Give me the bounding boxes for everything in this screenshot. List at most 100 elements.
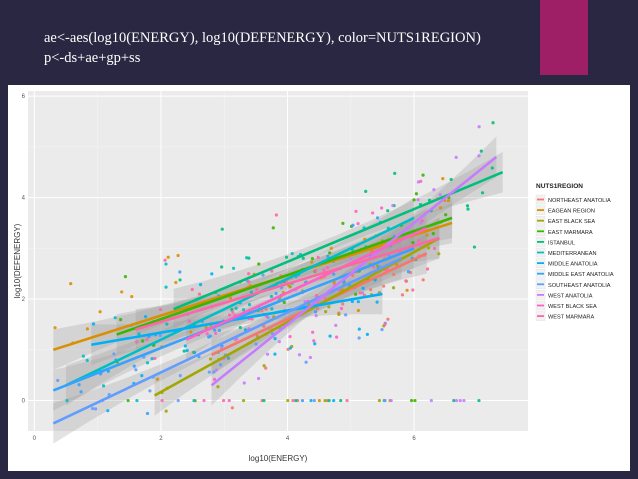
data-point bbox=[165, 322, 169, 326]
data-point bbox=[249, 290, 253, 294]
data-point bbox=[288, 285, 292, 289]
data-point bbox=[339, 306, 344, 311]
data-point bbox=[155, 377, 160, 381]
data-point bbox=[412, 198, 416, 202]
data-point bbox=[480, 191, 485, 195]
data-point bbox=[264, 307, 268, 311]
data-point bbox=[158, 307, 163, 312]
data-point bbox=[227, 398, 231, 403]
code-block: ae<-aes(log10(ENERGY), log10(DEFENERGY),… bbox=[44, 28, 534, 68]
data-point bbox=[377, 398, 382, 403]
data-point bbox=[238, 325, 242, 330]
data-point bbox=[198, 283, 203, 287]
data-point bbox=[140, 374, 144, 378]
data-point bbox=[345, 398, 349, 403]
data-point bbox=[372, 265, 376, 269]
data-point bbox=[314, 314, 318, 318]
data-point bbox=[158, 333, 162, 338]
data-point bbox=[85, 358, 89, 363]
data-point bbox=[214, 368, 219, 372]
data-point bbox=[452, 398, 456, 403]
data-point bbox=[273, 352, 277, 356]
data-point bbox=[315, 307, 320, 311]
data-point bbox=[134, 368, 138, 372]
data-point bbox=[310, 256, 315, 261]
data-point bbox=[286, 398, 290, 403]
data-point bbox=[148, 389, 152, 393]
data-point bbox=[221, 398, 226, 403]
data-point bbox=[187, 319, 192, 323]
data-points bbox=[53, 121, 495, 416]
legend-entry: WEST MARMARA bbox=[548, 315, 594, 321]
data-point bbox=[262, 364, 266, 368]
data-point bbox=[208, 357, 213, 361]
data-point bbox=[262, 324, 266, 329]
plot-panel bbox=[28, 91, 528, 431]
data-point bbox=[392, 272, 396, 277]
data-point bbox=[288, 334, 292, 339]
data-point bbox=[339, 398, 343, 403]
data-point bbox=[391, 203, 395, 208]
data-point bbox=[212, 377, 217, 381]
data-point bbox=[135, 398, 139, 403]
data-point bbox=[421, 278, 425, 282]
data-point bbox=[365, 332, 370, 336]
data-point bbox=[409, 398, 414, 403]
data-point bbox=[421, 173, 425, 177]
data-point bbox=[141, 339, 145, 343]
legend-entry: MIDDLE EAST ANATOLIA bbox=[548, 272, 614, 278]
data-point bbox=[406, 270, 411, 274]
data-point bbox=[98, 310, 102, 314]
data-point bbox=[327, 398, 331, 403]
code-line-aes: ae<-aes(log10(ENERGY), log10(DEFENERGY),… bbox=[44, 30, 481, 46]
data-point bbox=[323, 398, 327, 403]
data-point bbox=[358, 291, 362, 295]
data-point bbox=[150, 357, 154, 361]
data-point bbox=[350, 299, 354, 304]
data-point bbox=[317, 398, 321, 403]
data-point bbox=[356, 300, 360, 304]
y-tick-label: 4 bbox=[22, 196, 26, 202]
data-point bbox=[176, 398, 180, 403]
data-point bbox=[356, 221, 360, 226]
code-line-plot: p<-ds+ae+gp+ss bbox=[44, 50, 141, 66]
data-point bbox=[419, 179, 423, 183]
y-tick-label: 0 bbox=[22, 399, 26, 405]
data-point bbox=[176, 253, 180, 258]
data-point bbox=[257, 262, 261, 266]
data-point bbox=[322, 268, 326, 272]
data-point bbox=[462, 398, 466, 403]
data-point bbox=[386, 209, 390, 213]
data-point bbox=[335, 335, 339, 339]
data-point bbox=[354, 209, 358, 213]
legend-entry: EAGEAN REGION bbox=[548, 209, 595, 215]
data-point bbox=[389, 398, 393, 403]
data-point bbox=[216, 385, 220, 389]
data-point bbox=[185, 348, 189, 353]
data-point bbox=[328, 251, 332, 255]
data-point bbox=[123, 275, 128, 279]
data-point bbox=[288, 346, 292, 350]
data-point bbox=[334, 323, 338, 328]
data-point bbox=[441, 177, 445, 181]
data-point bbox=[383, 322, 387, 327]
data-point bbox=[145, 361, 150, 365]
fit-line bbox=[52, 257, 402, 425]
data-point bbox=[300, 398, 305, 403]
data-point bbox=[313, 342, 317, 346]
accent-bar bbox=[540, 0, 588, 75]
data-point bbox=[380, 206, 384, 210]
data-point bbox=[437, 252, 441, 256]
data-point bbox=[269, 294, 274, 298]
data-point bbox=[245, 256, 249, 260]
data-point bbox=[106, 409, 110, 413]
data-point bbox=[294, 398, 298, 403]
data-point bbox=[351, 273, 355, 278]
data-point bbox=[265, 352, 270, 356]
data-point bbox=[449, 177, 453, 182]
data-point bbox=[164, 285, 168, 289]
data-point bbox=[371, 211, 375, 215]
legend-entry: NORTHEAST ANATOLIA bbox=[548, 198, 611, 204]
data-point bbox=[356, 308, 360, 313]
